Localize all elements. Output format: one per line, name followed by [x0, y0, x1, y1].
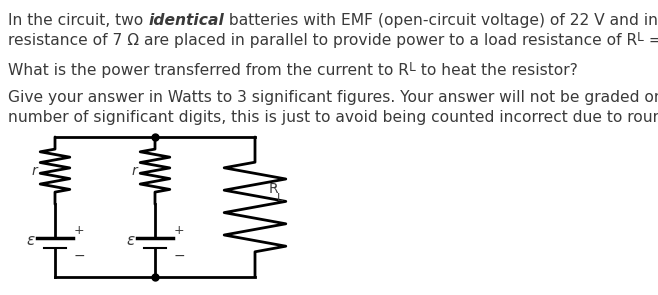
Text: number of significant digits, this is just to avoid being counted incorrect due : number of significant digits, this is ju…: [8, 110, 658, 125]
Text: = 40 Ω.: = 40 Ω.: [644, 33, 658, 48]
Text: r: r: [131, 164, 137, 178]
Text: −: −: [74, 249, 86, 263]
Text: ε: ε: [127, 233, 135, 248]
Text: ε: ε: [27, 233, 35, 248]
Text: L: L: [409, 61, 416, 74]
Text: L: L: [637, 31, 644, 44]
Text: r: r: [31, 164, 37, 178]
Text: batteries with EMF (open-circuit voltage) of 22 V and internal: batteries with EMF (open-circuit voltage…: [224, 13, 658, 28]
Text: R: R: [269, 182, 278, 196]
Text: +: +: [174, 224, 185, 237]
Text: −: −: [174, 249, 186, 263]
Text: to heat the resistor?: to heat the resistor?: [416, 63, 578, 78]
Text: Give your answer in Watts to 3 significant figures. Your answer will not be grad: Give your answer in Watts to 3 significa…: [8, 90, 658, 105]
Text: In the circuit, two: In the circuit, two: [8, 13, 148, 28]
Text: +: +: [74, 224, 85, 237]
Text: L: L: [277, 193, 283, 203]
Text: resistance of 7 Ω are placed in parallel to provide power to a load resistance o: resistance of 7 Ω are placed in parallel…: [8, 33, 637, 48]
Text: What is the power transferred from the current to R: What is the power transferred from the c…: [8, 63, 409, 78]
Text: identical: identical: [148, 13, 224, 28]
